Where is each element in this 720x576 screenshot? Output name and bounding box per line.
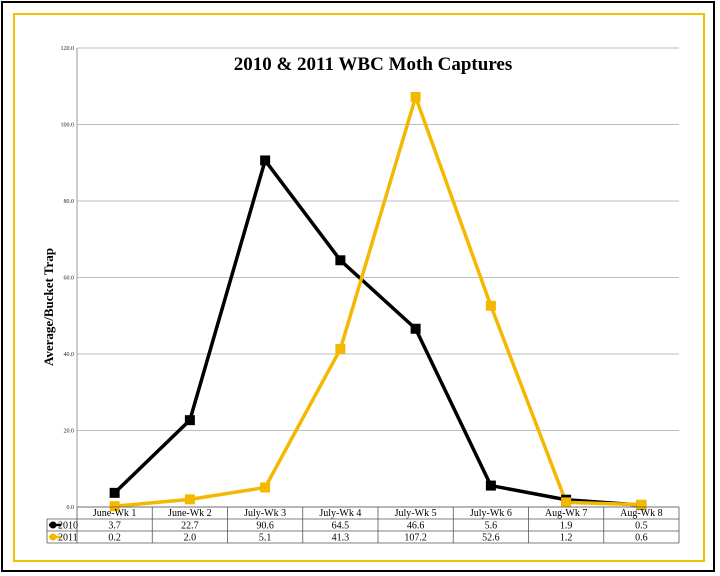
data-point-2010 [109,487,120,498]
data-points [109,91,647,512]
y-tick-label: 120.0 [61,46,75,52]
x-tick-label: Aug-Wk 7 [545,508,588,519]
x-tick-label: Aug-Wk 8 [620,508,663,519]
data-label-2011: 1.2 [560,533,573,544]
series-line-2011 [114,95,642,508]
y-tick-label: 60.0 [64,276,75,282]
data-table: June-Wk 1 June-Wk 2 July-Wk 3 July-Wk 4 July… [46,506,680,544]
data-label-2010: 46.6 [407,521,425,532]
gridlines [76,47,679,508]
data-label-2011: 41.3 [332,533,350,544]
legend-marker-2011 [49,533,57,541]
x-tick-label: July-Wk 6 [470,508,512,519]
y-tick-label: 100.0 [61,123,75,129]
chart-area-border [13,13,705,562]
data-label-2011: 2.0 [184,533,197,544]
data-label-2010: 3.7 [108,521,121,532]
x-tick-label: June-Wk 1 [93,508,137,519]
data-label-2010: 1.9 [560,521,573,532]
data-point-2010 [184,415,195,426]
y-axis-ticks: 0.0 20.0 40.0 60.0 80.0 100.0 120.0 [61,46,75,511]
series-line-2010 [113,158,642,507]
legend-entry-2010: 2010 [58,521,78,532]
data-point-2010 [485,480,496,491]
data-label-2010: 64.5 [332,521,350,532]
data-point-2011 [485,300,496,311]
y-tick-label: 80.0 [64,199,75,205]
data-point-2010 [335,255,346,266]
series-lines [113,95,642,508]
data-label-2010: 22.7 [181,521,199,532]
data-label-2010: 90.6 [256,521,274,532]
data-point-2011 [260,482,271,493]
x-tick-label: July-Wk 5 [395,508,437,519]
data-point-2011 [410,91,421,102]
data-label-2011: 107.2 [404,533,427,544]
legend-marker-2010 [49,521,57,529]
x-tick-label: June-Wk 2 [168,508,212,519]
legend-entry-2011: 2011 [58,533,78,544]
data-label-2011: 5.1 [259,533,272,544]
data-point-2011 [109,501,120,512]
data-label-2011: 52.6 [482,533,500,544]
data-label-2010: 5.6 [485,521,498,532]
y-axis-label: Average/Bucket Trap [41,248,56,366]
data-point-2011 [561,497,572,508]
y-tick-label: 40.0 [64,352,75,358]
data-label-2010: 0.5 [635,521,648,532]
y-tick-label: 0.0 [67,505,75,511]
x-tick-label: July-Wk 4 [319,508,361,519]
data-point-2011 [636,499,647,510]
x-tick-label: July-Wk 3 [244,508,286,519]
chart-title: 2010 & 2011 WBC Moth Captures [234,54,513,75]
data-point-2010 [260,155,271,166]
data-point-2011 [184,494,195,505]
data-label-2011: 0.6 [635,533,648,544]
data-point-2011 [335,344,346,355]
y-tick-label: 20.0 [64,429,75,435]
data-label-2011: 0.2 [108,533,121,544]
data-point-2010 [410,323,421,334]
